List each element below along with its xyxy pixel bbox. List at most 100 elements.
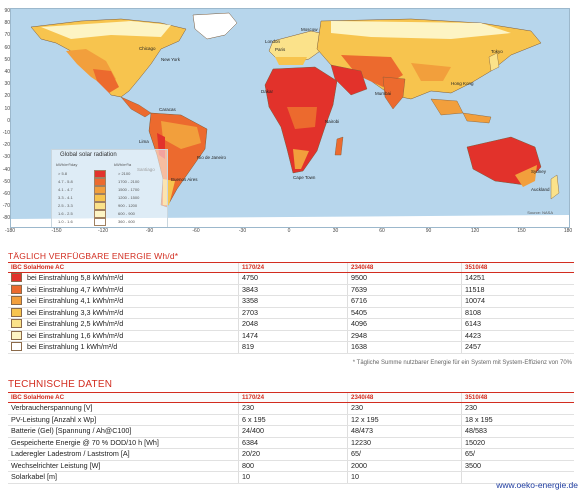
row-label: Gespeicherte Energie @ 70 % DOD/10 h [Wh…	[8, 437, 239, 449]
table-row: Solarkabel [m] 10 10	[8, 471, 574, 484]
legend-range-annual: 900 - 1200	[118, 203, 138, 208]
value-cell: 10	[238, 471, 348, 484]
latitude-label: 90	[4, 8, 10, 14]
legend-range-daily: 1.0 - 1.6	[58, 219, 73, 224]
radiation-swatch	[11, 342, 22, 352]
value-cell: 800	[238, 460, 348, 472]
longitude-label: -180	[4, 228, 16, 234]
value-cell: 20/20	[238, 448, 348, 461]
longitude-label: 180	[563, 228, 573, 234]
legend-row: > 5.8 > 2100	[56, 170, 166, 178]
value-cell: 10074	[461, 295, 574, 308]
energy-table-header: IBC SolaHome AC 1170/24 2340/48 3510/48	[8, 262, 574, 273]
value-cell: 6 x 195	[238, 414, 348, 426]
city-label: Paris	[275, 47, 286, 52]
row-label: bei Einstrahlung 4,1 kWh/m²/d	[27, 296, 124, 305]
longitude-label: 90	[425, 228, 432, 234]
row-label: Laderegler Ladestrom / Laststrom [A]	[8, 448, 239, 461]
city-label: Rio de Janeiro	[197, 155, 227, 160]
latitude-label: -50	[2, 178, 10, 185]
radiation-swatch	[11, 296, 22, 306]
map-legend: Global solar radiation kWh/m²/day kWh/m²…	[51, 149, 168, 227]
value-cell: 6143	[461, 318, 574, 331]
legend-range-daily: 3.3 - 4.1	[58, 195, 73, 200]
longitude-label: -120	[97, 228, 109, 234]
legend-range-annual: 1500 - 1700	[118, 187, 140, 192]
value-cell: 3843	[238, 284, 348, 296]
city-label: Hong Kong	[451, 81, 474, 86]
row-label: Batterie (Gel) [Spannung / Ah@C100]	[8, 425, 239, 438]
longitude-label: 0	[287, 228, 291, 234]
legend-col1-header: kWh/m²/day	[56, 162, 78, 167]
header-cell: IBC SolaHome AC	[8, 392, 239, 403]
value-cell: 65/	[461, 448, 574, 461]
value-cell: 48/473	[347, 425, 462, 438]
legend-swatch	[94, 194, 106, 202]
city-label: Tokyo	[491, 49, 503, 54]
row-label: bei Einstrahlung 3,3 kWh/m²/d	[27, 307, 124, 317]
legend-row: 3.3 - 4.1 1200 - 1500	[56, 194, 166, 202]
latitude-label: 80	[4, 20, 10, 27]
solar-radiation-map: 90 80 70 60 50 40 30 20 10 0 -10 -20 -30 -40 -50 -60 -70…	[0, 0, 582, 237]
legend-row: 4.1 - 4.7 1500 - 1700	[56, 186, 166, 194]
header-cell: 2340/48	[347, 262, 462, 273]
website-link[interactable]: www.oeko-energie.de	[496, 480, 578, 490]
row-label-cell: bei Einstrahlung 4,7 kWh/m²/d	[8, 284, 239, 296]
latitude-label: -70	[2, 203, 10, 210]
row-label: Solarkabel [m]	[8, 471, 239, 484]
longitude-label: -90	[145, 228, 154, 234]
legend-range-daily: 4.1 - 4.7	[58, 187, 73, 192]
legend-range-daily: 1.6 - 2.5	[58, 211, 73, 216]
longitude-label: -150	[51, 228, 62, 234]
value-cell: 9500	[347, 272, 462, 285]
latitude-label: 60	[4, 44, 10, 51]
radiation-swatch	[11, 273, 22, 283]
latitude-label: -20	[2, 142, 10, 149]
value-cell: 14251	[461, 272, 574, 285]
value-cell: 18 x 195	[461, 414, 574, 426]
table-row: bei Einstrahlung 2,5 kWh/m²/d 2048 4096 614…	[8, 318, 574, 331]
city-label: Dakar	[261, 89, 274, 94]
longitude-label: -60	[192, 228, 200, 234]
city-label: Nairobi	[325, 119, 340, 124]
latitude-label: 0	[7, 117, 10, 124]
value-cell: 6384	[238, 437, 348, 449]
row-label: bei Einstrahlung 4,7 kWh/m²/d	[27, 284, 124, 294]
city-label: New York	[161, 57, 181, 62]
value-cell: 230	[461, 402, 574, 415]
city-label: Caracas	[159, 107, 176, 112]
row-label-cell: bei Einstrahlung 2,5 kWh/m²/d	[8, 318, 239, 331]
longitude-label: 60	[379, 228, 385, 234]
latitude-label: -80	[2, 215, 10, 222]
legend-row: 1.6 - 2.5 600 - 900	[56, 210, 166, 218]
value-cell	[461, 471, 574, 484]
map-frame: Chicago New York Moscow Paris London Tok…	[10, 8, 570, 228]
greenland	[192, 12, 238, 40]
radiation-swatch	[11, 330, 22, 340]
row-label: bei Einstrahlung 1 kWh/m²/d	[27, 342, 118, 351]
legend-range-daily: 2.5 - 3.3	[58, 203, 73, 208]
legend-row: 1.0 - 1.6 360 - 600	[56, 218, 166, 226]
latitude-label: 50	[4, 56, 10, 63]
value-cell: 2048	[238, 318, 348, 331]
latitude-label: 30	[4, 81, 10, 88]
city-label: Moscow	[301, 27, 318, 32]
tech-table-header: IBC SolaHome AC 1170/24 2340/48 3510/48	[8, 392, 574, 403]
legend-title: Global solar radiation	[60, 152, 117, 158]
table-row: Wechselrichter Leistung [W] 800 2000 3500	[8, 460, 574, 472]
table-row: Verbraucherspannung [V] 230 230 230	[8, 402, 574, 415]
value-cell: 230	[238, 402, 348, 415]
header-cell: 1170/24	[238, 262, 348, 273]
india	[382, 76, 406, 110]
value-cell: 11518	[461, 284, 574, 296]
energy-footnote: * Tägliche Summe nutzbarer Energie für e…	[352, 360, 572, 366]
value-cell: 3500	[461, 460, 574, 472]
header-cell: 3510/48	[461, 262, 574, 273]
row-label-cell: bei Einstrahlung 5,8 kWh/m²/d	[8, 272, 239, 285]
energy-table: IBC SolaHome AC 1170/24 2340/48 3510/48 …	[8, 262, 574, 354]
map-credit: Source: NASA	[527, 210, 553, 215]
city-label: Auckland	[531, 187, 550, 192]
legend-swatch	[94, 202, 106, 210]
legend-row: 4.7 - 5.8 1700 - 2100	[56, 178, 166, 186]
legend-row: 2.5 - 3.3 900 - 1200	[56, 202, 166, 210]
